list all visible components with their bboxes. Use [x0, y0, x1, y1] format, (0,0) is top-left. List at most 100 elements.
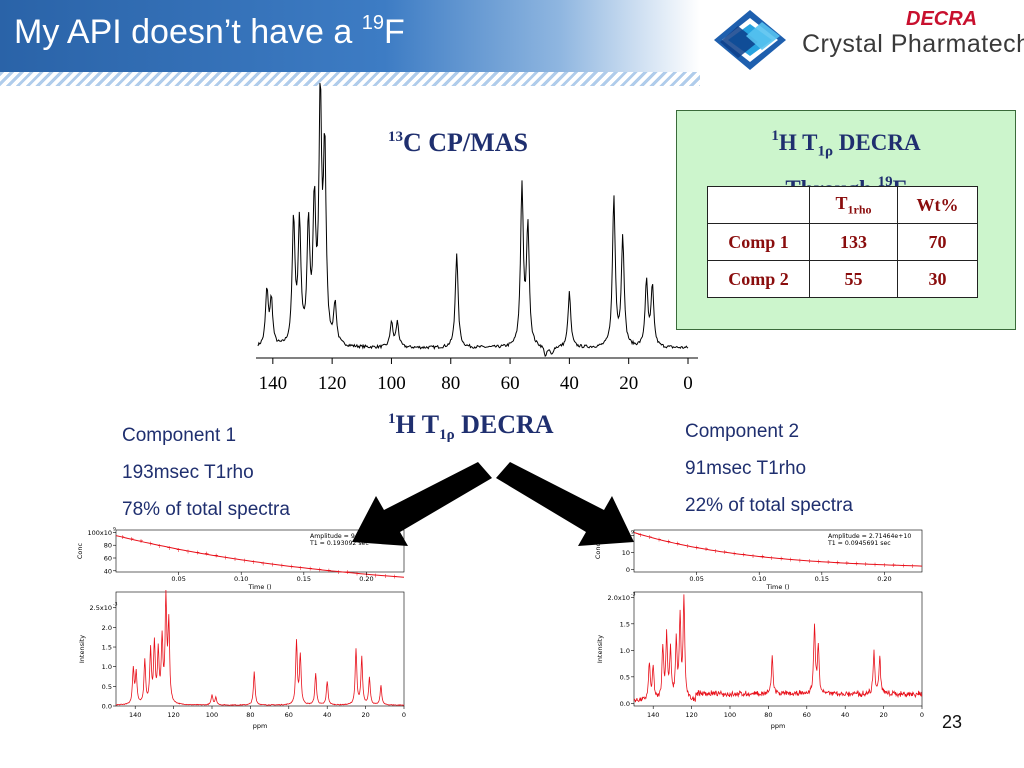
c1-decay-data-point: + [185, 548, 190, 555]
c1-decay-plot-frame [115, 529, 405, 573]
c2-spec-y-tick-label: 0.0 [620, 700, 630, 708]
c2-spec-y-axis-label: Intensity [596, 635, 604, 663]
table-cell: 133 [809, 223, 898, 261]
table-header-cell: T1rho [809, 186, 898, 224]
c2-spec-x-axis-label: ppm [771, 722, 786, 730]
table-header-cell: Wt% [897, 186, 978, 224]
c2-decay-fit-annotation: Amplitude = 2.71464e+10 [828, 533, 911, 540]
c1-spec-x-tick-label: 20 [361, 711, 369, 719]
cpmas-x-tick-label: 40 [560, 373, 579, 394]
c2-decay-y-tick-label: 20x10 [610, 532, 630, 540]
c1-decay-data-point: + [289, 564, 294, 571]
c1-decay-data-point: + [336, 569, 341, 576]
component1-description: Component 1 193msec T1rho 78% of total s… [122, 417, 290, 528]
c1-decay-data-point: + [308, 565, 313, 572]
page-number: 23 [942, 712, 963, 732]
component2-decay-chart: + + + + + + + + + + + + + + + + + + + + + + + + + + + + + +0.05 0.10 0.… [594, 529, 923, 591]
decra-label: 1H T1ρ DECRA [388, 410, 554, 444]
c2-decay-x-tick-label: 0.15 [815, 575, 829, 583]
c1-decay-data-point: + [157, 543, 162, 550]
c2-spec-x-tick-label: 120 [685, 711, 697, 719]
c1-spec-y-tick-label: 1.0 [102, 663, 112, 671]
title-stripes [0, 72, 700, 86]
c2-decay-x-axis-label: Time () [765, 583, 789, 591]
c1-decay-data-point: + [345, 569, 350, 576]
c1-spec-y-exponent: -3 [113, 602, 118, 608]
cpmas-x-tick-label: 140 [259, 373, 288, 394]
c2-decay-data-point: + [863, 561, 868, 568]
c2-spec-y-exponent: -3 [631, 591, 636, 597]
component2-title: Component 2 [685, 421, 800, 442]
c1-decay-fit-annotation: Amplitude = 9.69968e+10 [310, 533, 393, 540]
c2-decay-y-axis-label: Conc [594, 542, 602, 559]
c2-spec-series-line [633, 594, 923, 703]
c1-decay-fit-line [115, 535, 405, 578]
c1-spec-x-tick-label: 120 [167, 711, 179, 719]
c2-decay-data-point: + [769, 555, 774, 562]
c1-decay-data-point: + [120, 534, 125, 541]
cpmas-x-tick-label: 100 [377, 373, 406, 394]
component2-percent: 22% of total spectra [685, 495, 853, 516]
table-cell: Comp 1 [707, 223, 810, 261]
c1-decay-data-point: + [242, 557, 247, 564]
c2-decay-data-point: + [638, 532, 643, 539]
c1-decay-data-point: + [214, 553, 219, 560]
c2-decay-data-point: + [675, 541, 680, 548]
c1-decay-data-point: + [176, 547, 181, 554]
c1-decay-fit-annotation: T1 = 0.193092 sec [309, 540, 369, 547]
c2-spec-x-tick-label: 0 [920, 711, 924, 719]
table-cell: 30 [897, 260, 978, 298]
c1-decay-data-point: + [355, 571, 360, 578]
c1-decay-x-tick-label: 0.15 [297, 575, 311, 583]
c1-spec-y-tick-label: 0.0 [102, 703, 112, 711]
c2-spec-x-tick-label: 60 [803, 711, 811, 719]
table-cell: 70 [897, 223, 978, 261]
c2-decay-data-point: + [741, 551, 746, 558]
cpmas-series-line [257, 83, 689, 358]
cpmas-x-tick-label: 0 [683, 373, 693, 394]
c2-decay-data-point: + [826, 559, 831, 566]
decra-results-box: 1H T1ρ DECRA Through 19F T1rho Wt% Comp … [676, 110, 1016, 330]
c2-decay-data-point: + [807, 558, 812, 565]
c1-spec-x-tick-label: 40 [323, 711, 331, 719]
c1-decay-data-point: + [223, 555, 228, 562]
component2-description: Component 2 91msec T1rho 22% of total sp… [685, 413, 853, 524]
table-header-cell [707, 186, 810, 224]
c1-spec-y-tick-label: 1.5 [102, 644, 112, 652]
c1-decay-y-tick-label: 40 [104, 567, 112, 575]
c2-decay-data-point: + [891, 562, 896, 569]
c1-spec-plot-frame [115, 591, 405, 707]
c2-decay-data-point: + [647, 534, 652, 541]
c1-decay-x-tick-label: 0.05 [171, 575, 185, 583]
c2-decay-data-point: + [732, 550, 737, 557]
c1-decay-data-point: + [326, 568, 331, 575]
c2-spec-y-tick-label: 1.5 [620, 620, 630, 628]
cpmas-spectrum-chart: 140 120 100 80 60 40 20 0 [256, 83, 698, 394]
c2-spec-x-tick-label: 140 [647, 711, 659, 719]
slide-title: My API doesn’t have a 19F [14, 12, 405, 51]
logo-decra-text: DECRA [906, 8, 978, 30]
c1-decay-data-point: + [204, 551, 209, 558]
c1-decay-y-tick-label: 80 [104, 542, 112, 550]
c2-decay-data-point: + [666, 539, 671, 546]
c1-spec-y-tick-label: 2.5x10 [90, 604, 112, 612]
c1-decay-data-point: + [279, 562, 284, 569]
c2-decay-fit-line [633, 532, 923, 567]
c1-decay-data-point: + [195, 549, 200, 556]
component2-t1rho: 91msec T1rho [685, 458, 807, 479]
c1-decay-data-point: + [167, 545, 172, 552]
c1-decay-data-point: + [373, 572, 378, 579]
title-bar [0, 0, 700, 72]
c2-decay-data-point: + [854, 561, 859, 568]
c2-spec-x-tick-label: 40 [841, 711, 849, 719]
component1-t1rho: 193msec T1rho [122, 462, 254, 483]
c2-decay-plot-frame [633, 529, 923, 573]
c2-spec-y-tick-label: 2.0x10 [608, 594, 630, 602]
c1-spec-y-axis-label: Intensity [78, 635, 86, 663]
c1-decay-data-point: + [392, 574, 397, 581]
c1-decay-data-point: + [317, 567, 322, 574]
c1-spec-x-tick-label: 140 [129, 711, 141, 719]
c1-decay-data-point: + [298, 565, 303, 572]
c2-decay-data-point: + [713, 548, 718, 555]
c2-decay-data-point: + [835, 560, 840, 567]
